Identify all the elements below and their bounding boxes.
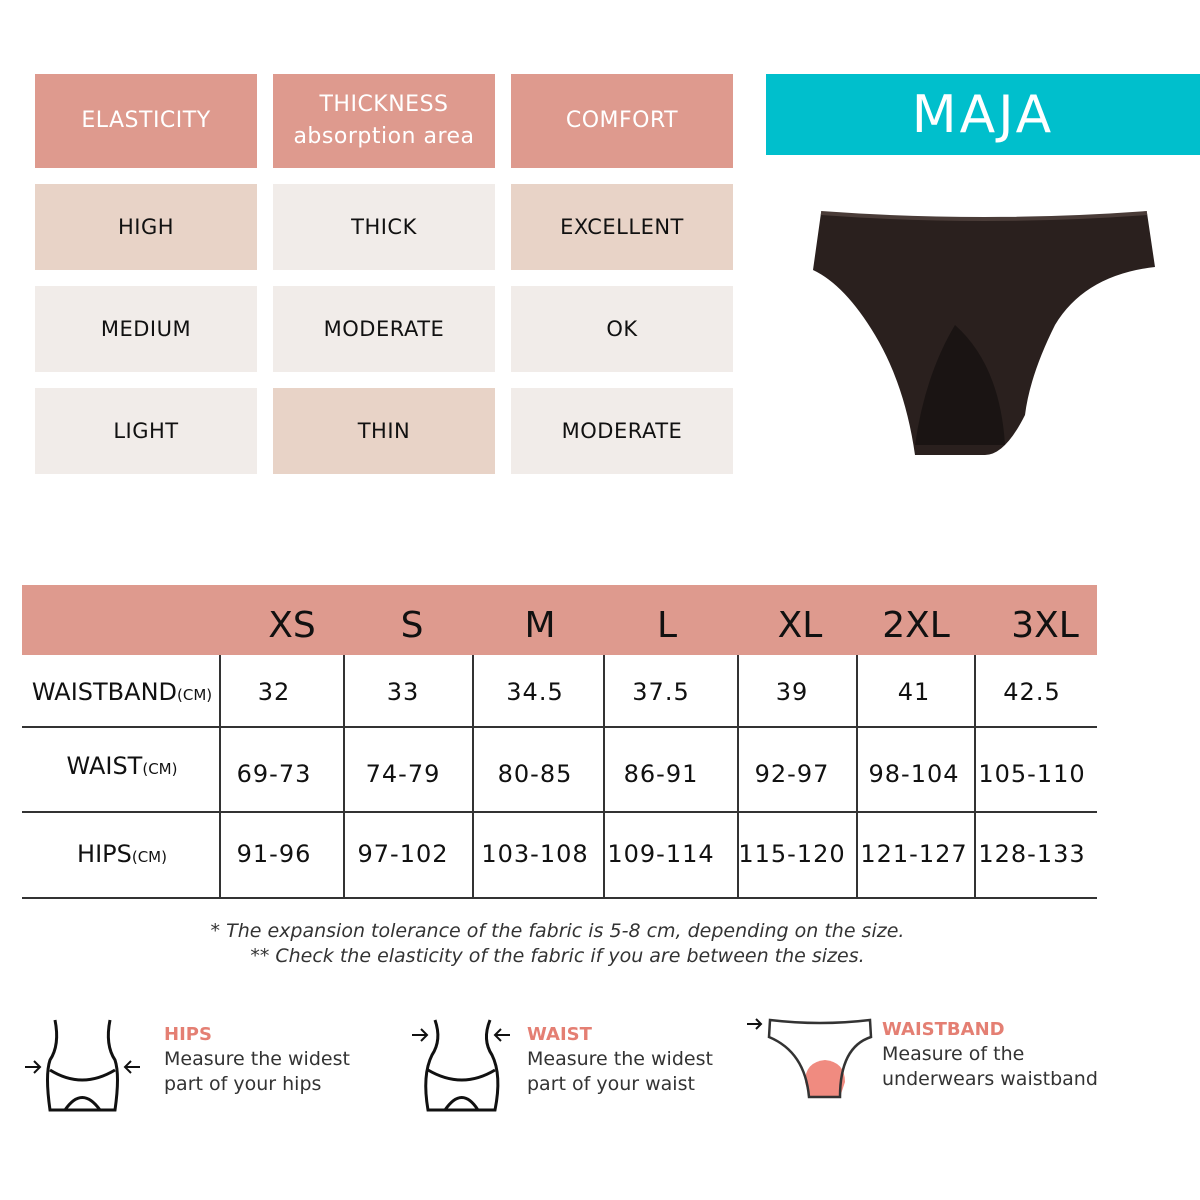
size-value: 80-85 [497,760,573,788]
size-2xl: 2XL [882,605,950,646]
attr-cell: MEDIUM [35,286,257,372]
attr-cell: OK [511,286,733,372]
row-divider [22,811,1097,813]
col-divider [343,655,345,898]
size-xs: XS [268,605,316,646]
attr-cell: EXCELLENT [511,184,733,270]
guide-waist: WAIST Measure the widest part of your wais… [527,1024,713,1095]
note-elasticity: ** Check the elasticity of the fabric if… [250,945,865,967]
size-value: 33 [386,678,420,706]
header-thickness: THICKNESS absorption area [273,74,495,168]
row-label-waist: WAIST(CM) [66,752,178,780]
size-value: 86-91 [623,760,699,788]
row-label-waistband: WAISTBAND(CM) [31,678,213,706]
col-divider [737,655,739,898]
attr-cell: LIGHT [35,388,257,474]
col-divider [974,655,976,898]
size-m: M [524,605,556,646]
size-value: 103-108 [481,840,589,868]
attr-cell: THIN [273,388,495,474]
size-value: 97-102 [357,840,449,868]
guide-hips: HIPS Measure the widest part of your hips [164,1024,350,1095]
size-value: 69-73 [236,760,312,788]
size-value: 39 [775,678,809,706]
size-s: S [400,605,424,646]
size-value: 91-96 [236,840,312,868]
size-value: 92-97 [754,760,830,788]
size-l: L [656,605,678,646]
size-value: 42.5 [1003,678,1061,706]
size-value: 32 [257,678,291,706]
size-header-band [22,585,1097,655]
thickness-title: THICKNESS [319,92,449,117]
size-value: 34.5 [506,678,564,706]
waistband-underwear-icon [747,1018,873,1099]
col-divider [219,655,221,898]
size-3xl: 3XL [1011,605,1079,646]
attr-cell: HIGH [35,184,257,270]
header-comfort: COMFORT [511,74,733,168]
size-value: 41 [897,678,931,706]
attr-cell: MODERATE [273,286,495,372]
guide-waistband: WAISTBAND Measure of the underwears waistb… [882,1019,1098,1090]
row-divider [22,726,1097,728]
product-image [813,211,1155,455]
size-value: 98-104 [868,760,960,788]
size-value: 128-133 [978,840,1086,868]
row-label-hips: HIPS(CM) [77,840,167,868]
size-value: 109-114 [607,840,715,868]
note-tolerance: * The expansion tolerance of the fabric … [210,920,905,942]
size-xl: XL [777,605,823,646]
col-divider [603,655,605,898]
size-value: 74-79 [365,760,441,788]
waist-body-icon [412,1019,510,1112]
header-elasticity: ELASTICITY [35,74,257,168]
attr-cell: MODERATE [511,388,733,474]
col-divider [472,655,474,898]
product-name-banner: MAJA [766,74,1200,155]
size-value: 121-127 [860,840,968,868]
size-value: 37.5 [632,678,690,706]
attr-cell: THICK [273,184,495,270]
hips-body-icon [25,1019,140,1112]
row-divider [22,897,1097,899]
col-divider [856,655,858,898]
size-value: 115-120 [738,840,846,868]
thickness-subtitle: absorption area [293,124,475,149]
size-value: 105-110 [978,760,1086,788]
